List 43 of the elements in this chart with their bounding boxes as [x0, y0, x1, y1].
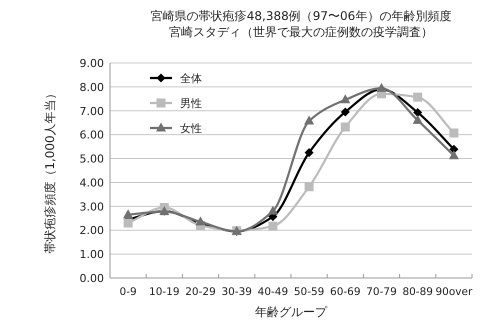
point: [123, 209, 134, 218]
x-tick-label: 10-19: [149, 286, 180, 298]
y-tick-label: 2.00: [80, 224, 104, 238]
y-tick-label: 1.00: [80, 248, 104, 262]
y-tick-label: 0.00: [80, 272, 104, 285]
point: [448, 150, 459, 160]
x-tick-label: 70-79: [366, 286, 397, 298]
y-tick-label: 4.00: [80, 176, 104, 190]
point: [268, 222, 278, 231]
x-axis-title: 年齢グループ: [255, 305, 328, 319]
point: [124, 218, 133, 228]
x-tick-label: 60-69: [330, 286, 361, 298]
x-tick-label: 90over: [436, 286, 473, 298]
point: [449, 128, 458, 138]
point: [413, 92, 422, 102]
x-tick-label: 0-9: [120, 286, 137, 298]
x-tick-label: 30-39: [221, 286, 252, 298]
y-tick-label: 3.00: [80, 200, 104, 214]
legend-label: 女性: [180, 122, 202, 135]
point: [196, 216, 206, 226]
point: [268, 206, 278, 215]
point: [340, 107, 350, 116]
x-tick-label: 20-29: [185, 286, 216, 298]
point: [304, 148, 314, 158]
x-tick-label: 50-59: [294, 286, 324, 298]
chart-subtitle: 宮崎スタディ（世界で最大の症例数の疫学調査）: [169, 25, 433, 39]
y-tick-label: 6.00: [80, 128, 104, 142]
legend-label: 全体: [180, 72, 202, 85]
y-tick-label: 7.00: [80, 104, 104, 118]
point: [413, 108, 422, 117]
point: [340, 122, 350, 132]
y-tick-label: 9.00: [80, 57, 104, 70]
y-tick-label: 8.00: [80, 80, 104, 94]
x-tick-label: 40-49: [258, 286, 288, 298]
legend-label: 男性: [180, 97, 202, 110]
x-tick-label: 80-89: [402, 286, 433, 298]
point: [304, 116, 314, 125]
y-tick-label: 5.00: [80, 152, 104, 166]
point: [340, 94, 350, 104]
y-axis-title: 帯状疱疹頻度（1,000人年当）: [43, 87, 57, 254]
point: [412, 114, 423, 124]
chart-title: 宮崎県の帯状疱疹48,388例（97〜06年）の年齢別頻度: [150, 9, 452, 23]
point: [304, 182, 314, 192]
